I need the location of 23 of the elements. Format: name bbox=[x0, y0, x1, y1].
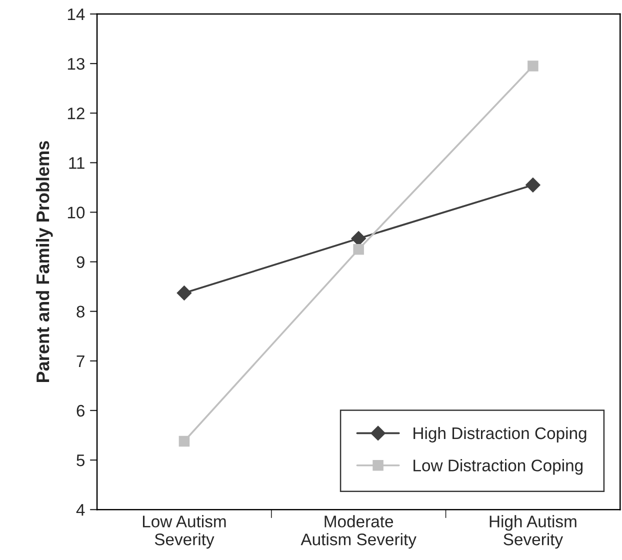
y-tick-label: 14 bbox=[68, 8, 85, 20]
legend-label: High Distraction Coping bbox=[414, 426, 586, 442]
y-tick-label: 6 bbox=[76, 404, 84, 417]
x-tick-label: Moderate Autism Severity bbox=[300, 515, 416, 549]
point bbox=[178, 436, 190, 447]
point bbox=[526, 178, 540, 192]
y-tick-label: 4 bbox=[76, 504, 85, 516]
point bbox=[528, 60, 538, 72]
y-axis-title: Parent and Family Problems bbox=[36, 141, 53, 382]
y-tick-label: 13 bbox=[68, 58, 84, 70]
y-tick-label: 8 bbox=[76, 306, 84, 318]
y-tick-label: 7 bbox=[76, 355, 84, 367]
y-tick-label: 5 bbox=[76, 454, 85, 466]
y-tick-label: 12 bbox=[68, 108, 84, 120]
point bbox=[351, 231, 366, 246]
x-tick-label: High Autism Severity bbox=[490, 515, 576, 549]
legend-label: Low Distraction Coping bbox=[414, 459, 583, 475]
y-tick-label: 11 bbox=[69, 157, 84, 169]
point bbox=[176, 286, 192, 300]
point bbox=[353, 244, 364, 255]
x-tick-label: Low Autism Severity bbox=[142, 515, 226, 549]
y-tick-label: 10 bbox=[68, 206, 85, 218]
y-tick-label: 9 bbox=[76, 256, 84, 268]
